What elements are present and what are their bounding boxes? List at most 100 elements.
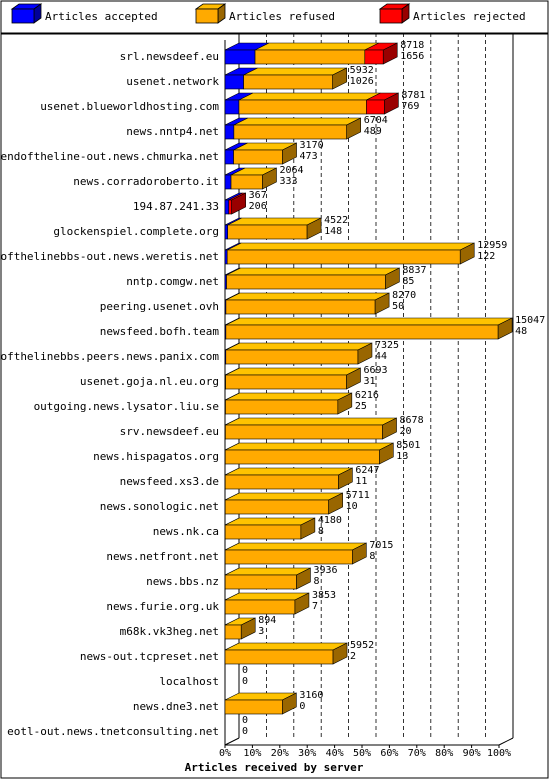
value-accepted: 13: [396, 451, 408, 462]
x-tick-label: 20%: [271, 748, 289, 759]
value-total: 12959: [477, 240, 507, 251]
x-tick-labels: 0% 10% 20% 30% 40% 50% 60% 70% 80% 90% 100%: [219, 745, 511, 759]
bar-side-refused: [282, 692, 297, 715]
server-label: glockenspiel.complete.org: [53, 225, 219, 238]
bar-side-rejected: [382, 42, 398, 65]
bar-refused: [224, 549, 353, 565]
bar-accepted: [224, 99, 240, 115]
x-tick-label: 70%: [408, 748, 426, 759]
server-label: endofthelinebbs.peers.news.panix.com: [0, 350, 219, 363]
value-accepted: 20: [400, 426, 412, 437]
bar-side-refused: [497, 317, 513, 340]
value-accepted: 85: [402, 276, 414, 287]
value-total: 3936: [313, 565, 337, 576]
value-total: 367: [249, 190, 267, 201]
server-label: usenet.network: [126, 75, 219, 88]
bar-refused: [224, 574, 297, 590]
x-tick-label: 90%: [463, 748, 481, 759]
server-label: newsfeed.bofh.team: [100, 325, 220, 338]
bar-side-refused: [332, 642, 348, 665]
value-total: 7325: [375, 340, 399, 351]
value-accepted: 206: [249, 201, 267, 212]
bar-accepted: [224, 74, 244, 90]
value-total: 5711: [346, 490, 370, 501]
bar-top-refused: [226, 267, 400, 276]
bar-top-refused: [225, 417, 397, 426]
legend-label-rejected: Articles rejected: [413, 10, 526, 23]
value-accepted: 7: [312, 601, 318, 612]
bar-top-refused: [225, 517, 316, 526]
server-label: news.furie.org.uk: [106, 600, 219, 613]
outer-frame: [0, 32, 549, 779]
bar-side-refused: [382, 417, 397, 440]
value-accepted: 44: [375, 351, 387, 362]
value-total: 15047: [515, 315, 545, 326]
bar-side-rejected: [384, 92, 399, 115]
bar-accepted: [224, 224, 228, 240]
bar-refused: [238, 99, 367, 115]
server-label: news.nntp4.net: [126, 125, 219, 138]
bar-side-refused: [385, 267, 400, 290]
bar-refused: [224, 524, 302, 540]
bar-side-refused: [282, 142, 297, 165]
value-total: 3853: [312, 590, 336, 601]
bar-accepted: [224, 49, 256, 65]
bar-side-refused: [338, 467, 353, 490]
bar-refused: [226, 249, 461, 265]
bar-refused: [225, 299, 376, 315]
server-label: news.corradoroberto.it: [73, 175, 219, 188]
server-label: news.sonologic.net: [100, 500, 219, 513]
value-total: 6247: [355, 465, 379, 476]
bar-top-refused: [224, 642, 348, 651]
origin-depth: [224, 737, 240, 746]
x-tick-label: 50%: [353, 748, 371, 759]
x-tick-label: 80%: [435, 748, 453, 759]
x-tick-label: 60%: [380, 748, 398, 759]
bar-side-refused: [357, 342, 373, 365]
bar-side-refused: [379, 442, 394, 465]
bar-side-refused: [346, 117, 361, 140]
bar-accepted: [224, 124, 235, 140]
value-total: 8837: [402, 265, 426, 276]
bar-rejected: [228, 199, 232, 215]
bar-side-refused: [332, 67, 347, 90]
bar-side-refused: [337, 392, 353, 415]
bar-refused: [225, 399, 339, 415]
bar-refused: [227, 224, 308, 240]
bar-top-refused: [225, 467, 353, 476]
value-total: 4180: [318, 515, 342, 526]
server-label: endoftheline-out.news.chmurka.net: [0, 150, 219, 163]
x-tick-label: 10%: [243, 748, 261, 759]
bar-side-refused: [300, 517, 316, 540]
value-accepted: 50: [392, 301, 404, 312]
value-total: 3170: [300, 140, 324, 151]
bar-accepted: [224, 174, 232, 190]
bar-side-refused: [328, 492, 343, 515]
value-accepted: 8: [369, 551, 375, 562]
value-accepted: 1026: [350, 76, 374, 87]
value-accepted: 8: [318, 526, 324, 537]
bar-refused: [224, 624, 242, 640]
bar-side-refused: [459, 242, 475, 265]
value-total: 0: [242, 715, 248, 726]
bar-accepted: [224, 249, 228, 265]
server-label: endofthelinebbs-out.news.weretis.net: [0, 250, 219, 263]
legend-swatch-rejected: [379, 8, 403, 24]
bar-refused: [224, 649, 334, 665]
server-label: news.nk.ca: [153, 525, 219, 538]
value-total: 4522: [324, 215, 348, 226]
value-total: 5952: [350, 640, 374, 651]
bars: [224, 42, 513, 715]
bar-rejected: [364, 49, 384, 65]
server-label: news.hispagatos.org: [93, 450, 219, 463]
value-total: 6216: [355, 390, 379, 401]
bar-refused: [230, 174, 263, 190]
bar-refused: [243, 74, 333, 90]
value-total: 5932: [350, 65, 374, 76]
value-accepted: 769: [401, 101, 419, 112]
server-label: news.dne3.net: [133, 700, 219, 713]
server-label: usenet.goja.nl.eu.org: [80, 375, 219, 388]
x-tick-label: 30%: [298, 748, 316, 759]
value-total: 8678: [400, 415, 424, 426]
server-label: outgoing.news.lysator.liu.se: [34, 400, 219, 413]
